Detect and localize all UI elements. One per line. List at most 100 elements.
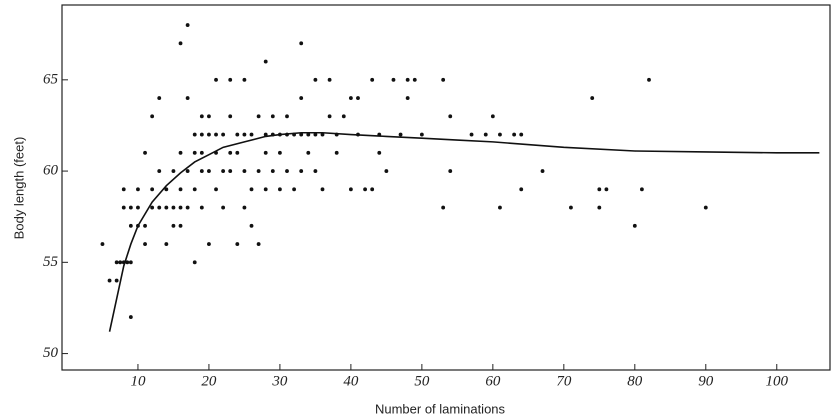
data-point bbox=[228, 169, 233, 173]
data-point bbox=[285, 169, 289, 173]
data-point bbox=[192, 187, 197, 192]
data-point bbox=[483, 132, 488, 137]
data-point bbox=[185, 205, 190, 210]
fit-curve bbox=[108, 131, 820, 332]
data-point bbox=[235, 242, 240, 246]
data-point bbox=[647, 77, 651, 82]
data-point bbox=[256, 114, 261, 119]
data-point bbox=[228, 77, 233, 82]
data-point bbox=[327, 114, 332, 119]
data-point bbox=[192, 132, 197, 137]
data-point bbox=[192, 260, 197, 265]
data-point bbox=[469, 132, 474, 137]
data-point bbox=[384, 169, 389, 173]
data-point bbox=[249, 223, 254, 228]
x-tick-label: 80 bbox=[627, 373, 643, 389]
data-point bbox=[143, 223, 147, 228]
data-point bbox=[334, 150, 339, 155]
data-point bbox=[597, 205, 602, 210]
data-point bbox=[171, 223, 176, 228]
x-tick-label: 20 bbox=[201, 373, 217, 389]
data-point bbox=[178, 205, 183, 210]
data-point bbox=[391, 77, 396, 82]
data-point bbox=[320, 187, 325, 192]
data-point bbox=[171, 205, 176, 210]
data-point bbox=[199, 169, 204, 173]
data-point bbox=[107, 278, 112, 283]
data-point bbox=[249, 132, 254, 137]
data-point bbox=[185, 169, 190, 173]
data-point bbox=[448, 169, 453, 173]
data-point bbox=[249, 187, 254, 192]
data-point bbox=[270, 114, 275, 119]
data-point bbox=[299, 169, 304, 173]
data-point bbox=[136, 187, 140, 192]
data-point bbox=[242, 77, 247, 82]
data-point bbox=[597, 187, 602, 192]
data-point bbox=[221, 205, 226, 210]
data-point bbox=[412, 77, 417, 82]
data-point bbox=[632, 223, 637, 228]
data-point bbox=[125, 260, 130, 265]
data-point bbox=[306, 150, 311, 155]
data-point bbox=[121, 205, 126, 210]
data-point bbox=[512, 132, 517, 137]
y-axis-label: Body length (feet) bbox=[11, 137, 26, 240]
data-point bbox=[313, 169, 318, 173]
data-point bbox=[590, 96, 595, 100]
data-point bbox=[157, 96, 162, 100]
data-point bbox=[114, 278, 119, 283]
data-point bbox=[292, 187, 297, 192]
data-point bbox=[214, 187, 218, 192]
data-point bbox=[441, 205, 446, 210]
x-tick-label: 40 bbox=[343, 373, 359, 389]
x-tick-label: 90 bbox=[698, 373, 714, 389]
data-point bbox=[370, 187, 375, 192]
data-point bbox=[419, 132, 424, 137]
data-point bbox=[235, 150, 240, 155]
data-point bbox=[235, 132, 240, 137]
data-point bbox=[150, 114, 155, 119]
y-tick-label: 55 bbox=[43, 254, 59, 270]
data-point bbox=[178, 41, 183, 46]
data-point bbox=[498, 205, 502, 210]
data-point bbox=[100, 242, 105, 246]
data-point bbox=[377, 150, 382, 155]
data-point bbox=[207, 114, 211, 119]
data-point bbox=[405, 77, 410, 82]
data-point bbox=[490, 114, 495, 119]
data-point bbox=[356, 96, 360, 100]
data-point bbox=[221, 169, 226, 173]
data-point bbox=[242, 169, 247, 173]
y-tick-label: 60 bbox=[43, 163, 59, 179]
data-point bbox=[171, 169, 176, 173]
data-point bbox=[185, 23, 190, 27]
data-point bbox=[128, 315, 133, 319]
data-point bbox=[341, 114, 346, 119]
data-point bbox=[192, 150, 197, 155]
data-point bbox=[114, 260, 119, 265]
data-point bbox=[363, 187, 367, 192]
data-point bbox=[185, 96, 190, 100]
data-point bbox=[207, 242, 211, 246]
data-point bbox=[604, 187, 609, 192]
data-point bbox=[164, 205, 169, 210]
data-point bbox=[221, 132, 226, 137]
data-point bbox=[207, 132, 211, 137]
x-tick-label: 30 bbox=[271, 373, 288, 389]
data-point bbox=[320, 132, 325, 137]
data-point bbox=[256, 169, 261, 173]
x-tick-label: 100 bbox=[766, 373, 789, 389]
data-point bbox=[299, 41, 304, 46]
data-point bbox=[143, 242, 147, 246]
data-point bbox=[228, 150, 233, 155]
data-point bbox=[398, 132, 403, 137]
data-point bbox=[164, 242, 169, 246]
data-point bbox=[285, 114, 289, 119]
data-point bbox=[178, 150, 183, 155]
data-point bbox=[228, 114, 233, 119]
data-point bbox=[157, 205, 162, 210]
data-point bbox=[540, 169, 545, 173]
data-point bbox=[640, 187, 644, 192]
data-point bbox=[178, 187, 183, 192]
